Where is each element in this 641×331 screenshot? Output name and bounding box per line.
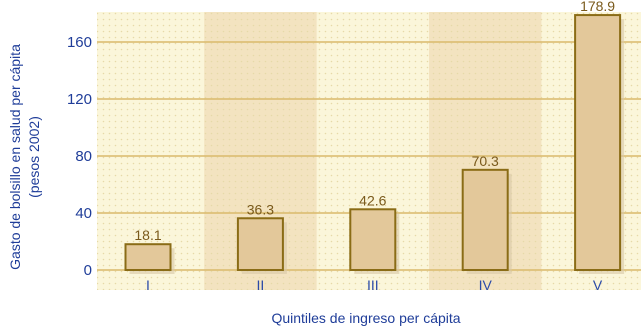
x-tick-label: IV [479,277,493,293]
data-label: 178.9 [580,0,615,14]
data-label: 70.3 [472,153,499,169]
x-tick-labels: I II III IV V [146,277,603,293]
y-tick-label: 160 [67,34,92,51]
y-tick-label: 120 [67,91,92,108]
x-tick-label: III [367,277,379,293]
bar [574,14,622,271]
data-label: 36.3 [247,201,274,217]
plot-background [97,12,641,290]
bar [124,243,172,272]
y-tick-labels: 0 40 80 120 160 [67,34,92,279]
y-tick-label: 40 [75,205,92,222]
y-tick-label: 80 [75,148,92,165]
y-tick-label: 0 [84,262,92,279]
y-axis-subtitle: (pesos 2002) [26,116,42,198]
y-axis-title-line1: Gasto de bolsillo en salud per cápita [7,44,23,270]
bar [349,208,397,271]
bar [236,217,284,272]
data-labels: 18.1 36.3 42.6 70.3 178.9 [134,0,615,243]
x-tick-label: V [593,277,603,293]
y-axis-title: Gasto de bolsillo en salud per cápita [7,44,23,270]
data-label: 42.6 [359,192,386,208]
data-label: 18.1 [134,227,161,243]
x-axis-title: Quintiles de ingreso per cápita [271,310,460,326]
x-tick-label: II [257,277,265,293]
bars [124,14,625,274]
bar [461,168,509,271]
x-tick-label: I [146,277,150,293]
